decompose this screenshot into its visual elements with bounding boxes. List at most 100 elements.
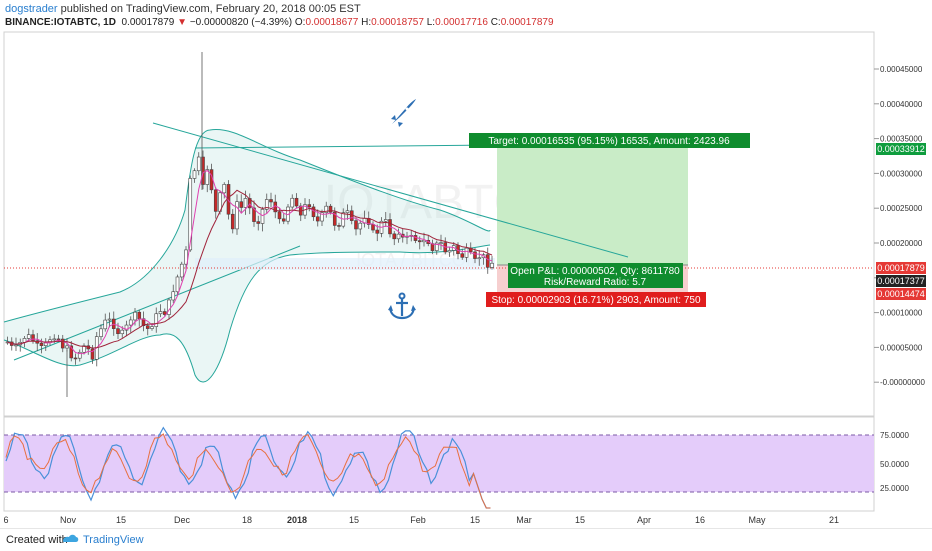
candle-body xyxy=(490,262,494,268)
last-price-text: 0.00017879 xyxy=(877,263,925,273)
candle-body xyxy=(103,319,108,330)
rsi-axis[interactable]: 75.0000 50.0000 25.0000 xyxy=(880,431,909,493)
low-value: 0.00017716 xyxy=(435,17,488,28)
candle-body xyxy=(371,224,375,231)
candle-body xyxy=(73,357,78,360)
time-tick-label: Nov xyxy=(60,515,77,525)
bollinger-fill xyxy=(4,129,490,383)
candle-body xyxy=(90,348,95,360)
time-axis[interactable]: 6 Nov 15 Dec 18 2018 15 Feb 15 Mar 15 Apr 16 May 21 xyxy=(3,515,839,525)
created-with-text: Created with xyxy=(6,534,68,546)
footer: Created with TradingView xyxy=(0,528,932,551)
time-tick-label: 2018 xyxy=(287,515,307,525)
time-tick-label: Mar xyxy=(516,515,532,525)
pnl-label-box[interactable] xyxy=(508,263,683,288)
candle-body xyxy=(179,263,184,278)
risk-reward-label: Risk/Reward Ratio: 5.7 xyxy=(544,277,647,288)
candle-body xyxy=(107,318,112,321)
candle-body xyxy=(116,328,120,335)
candle-body xyxy=(124,324,129,331)
candle-body xyxy=(239,201,244,208)
candle-body xyxy=(158,311,163,315)
price-tick-label: 0.00040000 xyxy=(880,100,923,109)
candle-body xyxy=(332,211,337,226)
last-price: 0.00017879 xyxy=(121,17,175,28)
candle-body xyxy=(260,209,265,224)
time-tick-label: Dec xyxy=(174,515,191,525)
pnl-label: Open P&L: 0.00000502, Qty: 8611780 xyxy=(510,266,680,277)
candle-body xyxy=(69,345,74,359)
candle-body xyxy=(39,342,44,346)
candle-body xyxy=(77,351,82,359)
target-line[interactable] xyxy=(194,144,498,149)
candle-body xyxy=(315,216,320,222)
candle-body xyxy=(320,212,324,222)
high-value: 0.00018757 xyxy=(371,17,424,28)
candle-body xyxy=(230,213,235,230)
candle-body xyxy=(256,221,261,224)
candle-body xyxy=(294,197,299,207)
candle-body xyxy=(14,344,18,347)
author-link[interactable]: dogstrader xyxy=(5,3,58,15)
target-price-tag: 0.00033912 xyxy=(876,143,926,155)
target-label-box[interactable] xyxy=(469,133,750,148)
candle-body xyxy=(375,229,380,234)
candle-body xyxy=(324,205,329,213)
time-tick-label: 15 xyxy=(349,515,359,525)
time-tick-label: May xyxy=(748,515,766,525)
time-tick-label: 21 xyxy=(829,515,839,525)
candle-body xyxy=(269,199,273,203)
candle-body xyxy=(192,170,197,179)
support-box[interactable] xyxy=(195,258,495,270)
candles xyxy=(5,52,494,397)
close-label: C: xyxy=(490,17,501,28)
price-tick-label: 0.00005000 xyxy=(880,343,923,352)
target-zone[interactable] xyxy=(497,133,688,265)
entry-price-text: 0.00017377 xyxy=(877,276,925,286)
chart-canvas[interactable]: IOTABTC, 1D IOTA / BITCOIN Target: 0.000… xyxy=(0,30,932,528)
candle-body xyxy=(396,233,401,240)
candle-body xyxy=(65,345,69,349)
time-tick-label: Apr xyxy=(637,515,651,525)
candle-body xyxy=(120,329,125,335)
rsi-tick-label: 50.0000 xyxy=(880,460,909,469)
symbol-title[interactable]: BINANCE:IOTABTC, 1D xyxy=(5,17,116,28)
candle-body xyxy=(205,169,210,185)
candle-body xyxy=(150,326,154,329)
candle-body xyxy=(175,276,180,293)
bollinger-upper xyxy=(3,129,491,323)
price-axis[interactable]: 0.00045000 0.00040000 0.00035000 0.00030000… xyxy=(874,65,925,387)
price-tick-label: 0.00020000 xyxy=(880,239,923,248)
time-tick-label: 15 xyxy=(470,515,480,525)
candle-body xyxy=(473,251,477,259)
candle-body xyxy=(99,328,103,337)
candle-body xyxy=(154,313,159,327)
candle-body xyxy=(447,250,452,253)
time-tick-label: 18 xyxy=(242,515,252,525)
candle-body xyxy=(290,197,295,208)
candle-body xyxy=(358,222,363,230)
candle-body xyxy=(281,218,286,222)
candle-body xyxy=(485,254,490,268)
publish-info: dogstrader published on TradingView.com,… xyxy=(5,3,361,15)
candle-body xyxy=(31,334,35,341)
price-change: −0.00000820 (−4.39%) xyxy=(189,17,293,28)
rsi-band xyxy=(4,435,874,492)
candle-body xyxy=(162,311,167,315)
candle-body xyxy=(171,291,176,301)
stop-label-box[interactable] xyxy=(486,292,706,307)
candle-body xyxy=(439,242,443,244)
price-tick-label: 0.00025000 xyxy=(880,204,923,213)
tradingview-brand[interactable]: TradingView xyxy=(83,534,144,546)
target-label: Target: 0.00016535 (95.15%) 16535, Amoun… xyxy=(488,136,730,147)
price-tick-label: -0.00000000 xyxy=(880,378,925,387)
tradingview-logo-icon[interactable] xyxy=(62,533,80,545)
ma-fast xyxy=(7,169,493,355)
candle-body xyxy=(337,225,341,227)
candle-body xyxy=(213,189,218,212)
candle-body xyxy=(252,207,256,222)
candle-body xyxy=(264,199,269,210)
trendline-upper[interactable] xyxy=(152,122,629,258)
candle-body xyxy=(383,219,388,222)
stop-label: Stop: 0.00002903 (16.71%) 2903, Amount: … xyxy=(491,295,700,306)
